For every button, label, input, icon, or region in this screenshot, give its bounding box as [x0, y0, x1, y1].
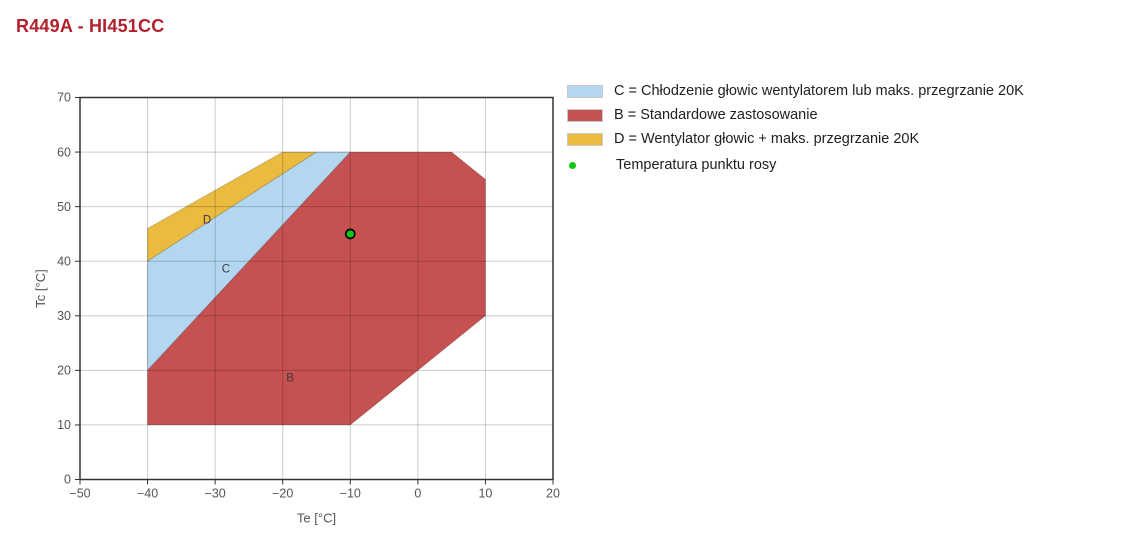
legend-label-dew-point: Temperatura punktu rosy — [616, 157, 777, 173]
y-tick-label: 50 — [57, 200, 71, 214]
y-tick-label: 10 — [57, 418, 71, 432]
region-b-polygon — [147, 151, 486, 426]
y-tick-label: 60 — [57, 145, 71, 159]
y-tick-label: 40 — [57, 254, 71, 268]
dew-point-marker-icon — [569, 161, 576, 169]
x-tick-label: −20 — [272, 487, 293, 501]
x-tick-label: 10 — [478, 487, 492, 501]
page-title: R449A - HI451CC — [16, 16, 165, 36]
legend-item-d: D = Wentylator głowic + maks. przegrzani… — [567, 127, 1024, 151]
x-tick-label: −30 — [205, 487, 226, 501]
x-tick-label: 20 — [546, 487, 560, 501]
region-c-label: C — [222, 263, 230, 275]
legend-item-dew-point: Temperatura punktu rosy — [567, 153, 1024, 177]
y-tick-label: 0 — [64, 473, 71, 487]
y-tick-label: 70 — [57, 91, 71, 105]
legend: C = Chłodzenie głowic wentylatorem lub m… — [567, 79, 1024, 177]
chart-area: D C B −50 −40 −30 −20 −10 0 10 20 0 10 20 30 40 50 60 70 Te… — [28, 88, 573, 548]
legend-item-c: C = Chłodzenie głowic wentylatorem lub m… — [567, 79, 1024, 103]
legend-label-d: D = Wentylator głowic + maks. przegrzani… — [614, 131, 920, 147]
x-tick-label: 0 — [414, 487, 421, 501]
envelope-chart: D C B −50 −40 −30 −20 −10 0 10 20 0 10 20 30 40 50 60 70 Te… — [33, 91, 560, 526]
legend-swatch-b-icon — [567, 108, 603, 122]
x-tick-label: −40 — [137, 487, 158, 501]
y-axis-label: Tc [°C] — [33, 269, 48, 307]
legend-item-b: B = Standardowe zastosowanie — [567, 103, 1024, 127]
legend-label-c: C = Chłodzenie głowic wentylatorem lub m… — [614, 83, 1024, 99]
x-axis-label: Te [°C] — [297, 511, 336, 526]
plot-border — [79, 96, 554, 481]
y-tick-label: 20 — [57, 364, 71, 378]
x-tick-label: −50 — [69, 487, 90, 501]
y-tick-label: 30 — [57, 309, 71, 323]
region-b-label: B — [286, 372, 294, 384]
region-d-label: D — [203, 215, 211, 227]
legend-swatch-c-icon — [567, 84, 603, 98]
legend-swatch-d-icon — [567, 132, 603, 146]
x-tick-label: −10 — [340, 487, 361, 501]
dew-point-icon — [344, 228, 356, 240]
legend-label-b: B = Standardowe zastosowanie — [614, 107, 818, 123]
